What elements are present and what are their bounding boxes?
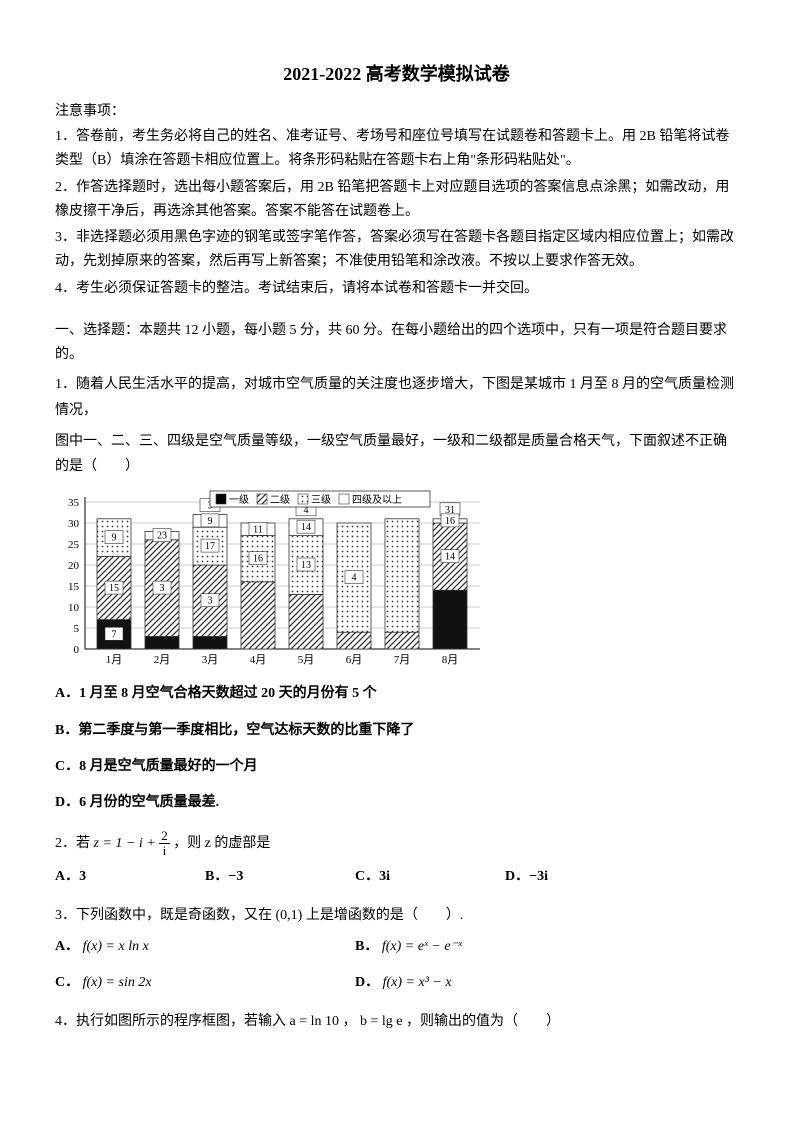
svg-text:7月: 7月 (394, 654, 411, 666)
question-2: 2．若 z = 1 − i + 2 i ，则 z 的虚部是 (55, 829, 738, 859)
svg-text:4月: 4月 (250, 654, 267, 666)
page-title: 2021-2022 高考数学模拟试卷 (55, 60, 738, 89)
svg-text:一级: 一级 (229, 494, 249, 506)
q2-eq: z = 1 − i + (94, 836, 156, 851)
q3-options-row2: C． f(x) = sin 2x D． f(x) = x³ − x (55, 972, 738, 994)
q3-c-label: C． (55, 975, 79, 990)
svg-text:6月: 6月 (346, 654, 363, 666)
svg-text:7: 7 (112, 629, 117, 640)
question-1: 1．随着人民生活水平的提高，对城市空气质量的关注度也逐步增大，下图是某城市 1 … (55, 372, 738, 479)
svg-text:25: 25 (68, 539, 80, 551)
svg-text:15: 15 (68, 581, 80, 593)
q3-b-math: f(x) = eˣ − e⁻ˣ (382, 939, 462, 954)
q2-opt-d-label: D．−3i (505, 869, 548, 884)
svg-text:10: 10 (68, 602, 80, 614)
q2-opt-a-label: A．3 (55, 869, 86, 884)
q3-option-d: D． f(x) = x³ − x (355, 972, 655, 994)
q1-option-d: D．6 月份的空气质量最差. (55, 792, 738, 814)
q2-option-c: C．3i (355, 866, 505, 888)
q1-option-a: A．1 月至 8 月空气合格天数超过 20 天的月份有 5 个 (55, 683, 738, 705)
svg-text:3: 3 (160, 583, 165, 594)
q1-line1: 1．随着人民生活水平的提高，对城市空气质量的关注度也逐步增大，下图是某城市 1 … (55, 372, 738, 422)
q3-a-math: f(x) = x ln x (83, 939, 149, 954)
svg-text:14: 14 (301, 522, 311, 533)
q2-option-a: A．3 (55, 866, 205, 888)
svg-text:11: 11 (253, 524, 263, 535)
svg-text:5: 5 (74, 623, 80, 635)
svg-text:0: 0 (74, 644, 80, 656)
notice-item-4: 4．考生必须保证答题卡的整洁。考试结束后，请将本试卷和答题卡一并交回。 (55, 277, 738, 301)
q1-option-c: C．8 月是空气质量最好的一个月 (55, 756, 738, 778)
svg-text:17: 17 (205, 541, 215, 552)
svg-text:5月: 5月 (298, 654, 315, 666)
notice-item-1: 1．答卷前，考生务必将自己的姓名、准考证号、考场号和座位号填写在试题卷和答题卡上… (55, 125, 738, 173)
svg-text:四级及以上: 四级及以上 (352, 494, 402, 506)
q3-option-a: A． f(x) = x ln x (55, 936, 355, 958)
svg-text:4: 4 (352, 573, 357, 584)
svg-text:9: 9 (112, 533, 117, 544)
question-3: 3．下列函数中，既是奇函数，又在 (0,1) 上是增函数的是（ ）. (55, 903, 738, 928)
svg-text:三级: 三级 (311, 494, 331, 506)
section-1-header: 一、选择题：本题共 12 小题，每小题 5 分，共 60 分。在每小题给出的四个… (55, 319, 738, 367)
q2-options-row: A．3 B．−3 C．3i D．−3i (55, 866, 738, 888)
svg-text:2月: 2月 (154, 654, 171, 666)
q2-suffix: ，则 z 的虚部是 (173, 836, 270, 851)
svg-text:16: 16 (445, 516, 455, 527)
air-quality-chart: 0 5 10 15 20 25 30 35 1月 2月 3月 4月 5月 6月 7月 8月 9 15 7 23 3 3 9 1… (55, 489, 738, 669)
q2-frac: 2 i (159, 829, 170, 859)
q3-c-math: f(x) = sin 2x (83, 975, 152, 990)
svg-text:9: 9 (208, 516, 213, 527)
svg-text:二级: 二级 (270, 494, 290, 506)
svg-text:3月: 3月 (202, 654, 219, 666)
svg-text:13: 13 (301, 560, 311, 571)
q2-opt-b-label: B．−3 (205, 869, 243, 884)
svg-text:35: 35 (68, 497, 80, 509)
q3-option-c: C． f(x) = sin 2x (55, 972, 355, 994)
q2-prefix: 2．若 (55, 836, 94, 851)
q3-a-label: A． (55, 939, 79, 954)
svg-text:20: 20 (68, 560, 80, 572)
q3-options-row1: A． f(x) = x ln x B． f(x) = eˣ − e⁻ˣ (55, 936, 738, 958)
svg-text:23: 23 (157, 531, 167, 542)
notice-item-3: 3．非选择题必须用黑色字迹的钢笔或签字笔作答，答案必须写在答题卡各题目指定区域内… (55, 226, 738, 274)
q3-b-label: B． (355, 939, 378, 954)
svg-text:16: 16 (253, 554, 263, 565)
q2-option-b: B．−3 (205, 866, 355, 888)
q2-frac-num: 2 (159, 829, 170, 844)
svg-text:15: 15 (109, 583, 119, 594)
q3-option-b: B． f(x) = eˣ − e⁻ˣ (355, 936, 655, 958)
notice-item-2: 2．作答选择题时，选出每小题答案后，用 2B 铅笔把答题卡上对应题目选项的答案信… (55, 176, 738, 224)
q3-d-label: D． (355, 975, 379, 990)
q2-option-d: D．−3i (505, 866, 655, 888)
q3-d-math: f(x) = x³ − x (383, 975, 452, 990)
notice-header: 注意事项： (55, 101, 738, 123)
q2-frac-den: i (159, 844, 170, 858)
svg-text:30: 30 (68, 518, 80, 530)
question-4: 4．执行如图所示的程序框图，若输入 a = ln 10 ， b = lg e ，… (55, 1009, 738, 1034)
svg-text:8月: 8月 (442, 654, 459, 666)
svg-text:1月: 1月 (106, 654, 123, 666)
svg-text:3: 3 (208, 596, 213, 607)
q2-opt-c-label: C．3i (355, 869, 390, 884)
svg-text:14: 14 (445, 552, 455, 563)
q1-option-b: B．第二季度与第一季度相比，空气达标天数的比重下降了 (55, 720, 738, 742)
q1-line2: 图中一、二、三、四级是空气质量等级，一级空气质量最好，一级和二级都是质量合格天气… (55, 429, 738, 479)
